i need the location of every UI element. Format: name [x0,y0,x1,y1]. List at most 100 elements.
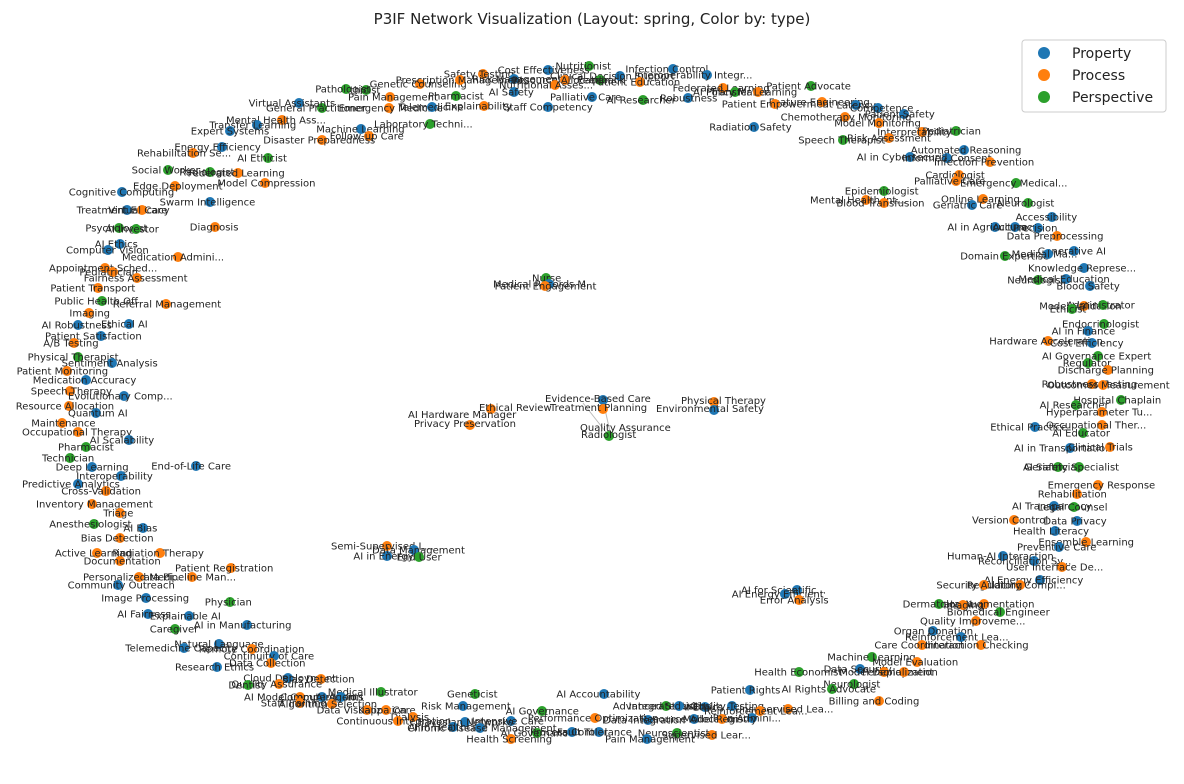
node-process[interactable] [1105,442,1115,452]
node-process[interactable] [134,572,144,582]
node-property[interactable] [103,245,113,255]
node-property[interactable] [1047,212,1057,222]
node-property[interactable] [689,714,699,724]
node-process[interactable] [560,75,570,85]
node-property[interactable] [184,611,194,621]
node-property[interactable] [594,727,604,737]
node-property[interactable] [1065,443,1075,453]
node[interactable] [598,395,608,405]
node-perspective[interactable] [1011,178,1021,188]
node-process[interactable] [317,135,327,145]
node-process[interactable] [62,366,72,376]
node-property[interactable] [567,727,577,737]
node-property[interactable] [317,692,327,702]
node-perspective[interactable] [661,701,671,711]
node-property[interactable] [113,580,123,590]
node-perspective[interactable] [225,597,235,607]
node-property[interactable] [509,87,519,97]
node-perspective[interactable] [1023,198,1033,208]
node-process[interactable] [707,730,717,740]
node-process[interactable] [917,127,927,137]
node-property[interactable] [674,701,684,711]
node-perspective[interactable] [934,599,944,609]
node-process[interactable] [73,427,83,437]
node-process[interactable] [1015,580,1025,590]
node-property[interactable] [905,152,915,162]
node-property[interactable] [458,701,468,711]
node-property[interactable] [336,692,346,702]
node-property[interactable] [96,331,106,341]
node-property[interactable] [1033,223,1043,233]
node-property[interactable] [212,662,222,672]
node-perspective[interactable] [537,706,547,716]
node[interactable] [465,420,475,430]
node-process[interactable] [316,674,326,684]
node-process[interactable] [479,101,489,111]
node-property[interactable] [543,102,553,112]
node-property[interactable] [990,222,1000,232]
node-property[interactable] [509,74,519,84]
node-property[interactable] [179,643,189,653]
node-process[interactable] [132,273,142,283]
node-property[interactable] [855,664,865,674]
node-process[interactable] [817,97,827,107]
node-process[interactable] [115,533,125,543]
node-perspective[interactable] [584,61,594,71]
node-process[interactable] [92,548,102,558]
node-property[interactable] [283,673,293,683]
node-process[interactable] [1079,301,1089,311]
node-property[interactable] [124,435,134,445]
node-property[interactable] [702,70,712,80]
node-perspective[interactable] [114,223,124,233]
node-property[interactable] [107,358,117,368]
node-property[interactable] [749,122,759,132]
node-process[interactable] [1057,562,1067,572]
node-perspective[interactable] [1099,319,1109,329]
node-property[interactable] [191,461,201,471]
node-process[interactable] [884,133,894,143]
node-process[interactable] [188,148,198,158]
node-perspective[interactable] [89,519,99,529]
node-process[interactable] [384,103,394,113]
node-process[interactable] [979,580,989,590]
node-process[interactable] [1097,407,1107,417]
node-process[interactable] [635,77,645,87]
node-process[interactable] [1098,380,1108,390]
node-process[interactable] [65,386,75,396]
node-process[interactable] [1043,336,1053,346]
node-perspective[interactable] [1069,502,1079,512]
node-perspective[interactable] [1083,358,1093,368]
node-process[interactable] [277,115,287,125]
node-property[interactable] [138,523,148,533]
node-process[interactable] [550,80,560,90]
node-perspective[interactable] [794,667,804,677]
node-property[interactable] [1054,542,1064,552]
node-property[interactable] [1072,516,1082,526]
node-property[interactable] [1030,422,1040,432]
node-property[interactable] [543,65,553,75]
node-perspective[interactable] [1116,395,1126,405]
node-process[interactable] [912,657,922,667]
node-process[interactable] [1009,515,1019,525]
node-property[interactable] [1049,501,1059,511]
node-property[interactable] [599,689,609,699]
node-perspective[interactable] [1098,300,1108,310]
node-perspective[interactable] [414,552,424,562]
node-property[interactable] [967,200,977,210]
node-property[interactable] [382,551,392,561]
node-property[interactable] [1029,556,1039,566]
node-process[interactable] [115,556,125,566]
node-property[interactable] [506,716,516,726]
node-process[interactable] [260,178,270,188]
node-process[interactable] [266,658,276,668]
node-perspective[interactable] [1071,400,1081,410]
node-property[interactable] [683,93,693,103]
node-process[interactable] [108,267,118,277]
node-property[interactable] [642,734,652,744]
node-perspective[interactable] [995,607,1005,617]
node-property[interactable] [124,319,134,329]
node-process[interactable] [1052,231,1062,241]
node-property[interactable] [217,142,227,152]
node-process[interactable] [233,168,243,178]
node-process[interactable] [173,252,183,262]
